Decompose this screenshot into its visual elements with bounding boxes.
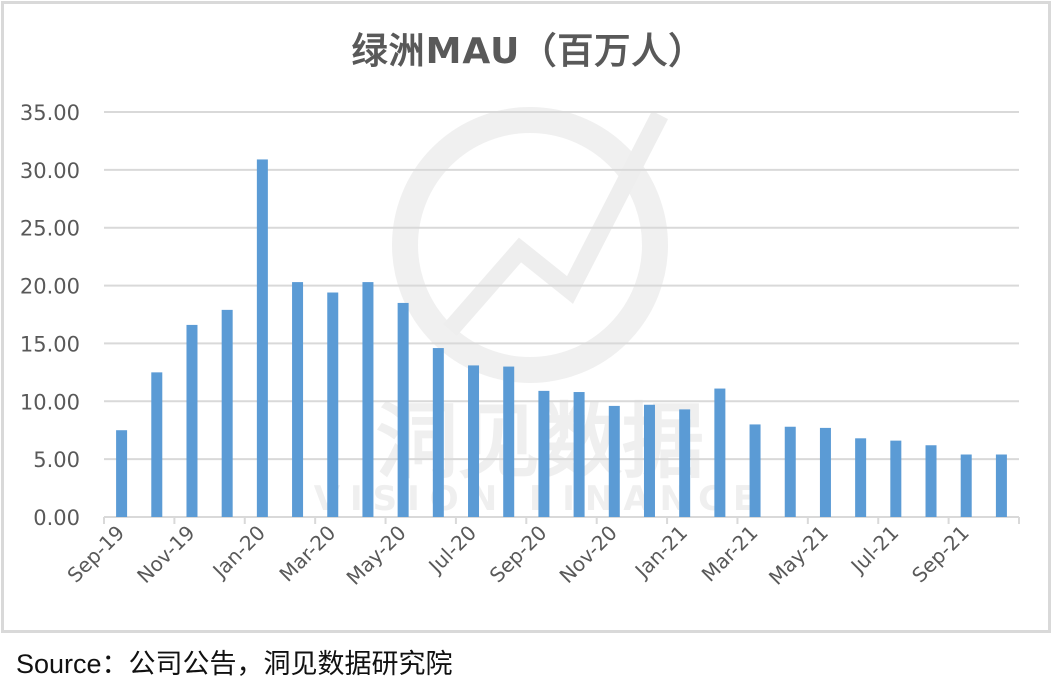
bar (432, 348, 444, 517)
bar (573, 392, 585, 517)
bar (327, 292, 339, 517)
bar (362, 282, 374, 517)
x-tick-label: Jan-20 (207, 521, 270, 584)
bar (397, 302, 409, 517)
y-tick-label: 5.00 (33, 448, 80, 472)
y-tick-label: 15.00 (20, 332, 80, 356)
x-tick-label: Jul-21 (845, 521, 904, 580)
bar (538, 390, 550, 517)
x-tick-label: Mar-21 (697, 521, 763, 587)
x-tick-label: Sep-20 (485, 521, 552, 588)
bar (925, 445, 937, 517)
bar (643, 404, 655, 517)
source-note: Source：公司公告，洞见数据研究院 (16, 649, 453, 679)
bar (960, 454, 972, 517)
bar (890, 440, 902, 517)
bar-chart: 洞见数据VISION FINANCE0.005.0010.0015.0020.0… (20, 101, 1020, 590)
chart-frame (1, 1, 1051, 633)
bar (784, 426, 796, 517)
bar (151, 372, 163, 517)
y-tick-label: 20.00 (20, 275, 80, 299)
x-tick-label: Sep-19 (62, 521, 129, 588)
bar (995, 454, 1007, 517)
y-tick-label: 30.00 (20, 159, 80, 183)
bar (608, 405, 620, 517)
x-tick-label: Nov-19 (132, 521, 199, 588)
bar (819, 427, 831, 517)
y-tick-label: 25.00 (20, 217, 80, 241)
bar (221, 309, 233, 517)
bar (256, 159, 268, 517)
y-tick-label: 0.00 (33, 506, 80, 530)
bar (855, 438, 867, 517)
watermark-logo-icon (392, 107, 668, 383)
bar (186, 324, 198, 517)
x-tick-label: Sep-21 (907, 521, 974, 588)
watermark-arrow-icon (443, 110, 669, 336)
bar (679, 409, 691, 517)
bar (749, 424, 761, 517)
x-tick-label: Mar-20 (274, 521, 340, 587)
y-tick-label: 10.00 (20, 390, 80, 414)
bar (116, 430, 128, 517)
bar (468, 365, 480, 517)
bar (714, 388, 726, 517)
x-tick-label: Nov-20 (555, 521, 622, 588)
y-tick-label: 35.00 (20, 101, 80, 125)
bar (503, 366, 515, 517)
x-tick-label: May-21 (764, 521, 833, 590)
chart-title: 绿洲MAU（百万人） (351, 31, 706, 72)
x-tick-label: May-20 (342, 521, 411, 590)
bar (292, 282, 304, 517)
x-tick-label: Jan-21 (629, 521, 692, 584)
x-tick-label: Jul-20 (423, 521, 482, 580)
